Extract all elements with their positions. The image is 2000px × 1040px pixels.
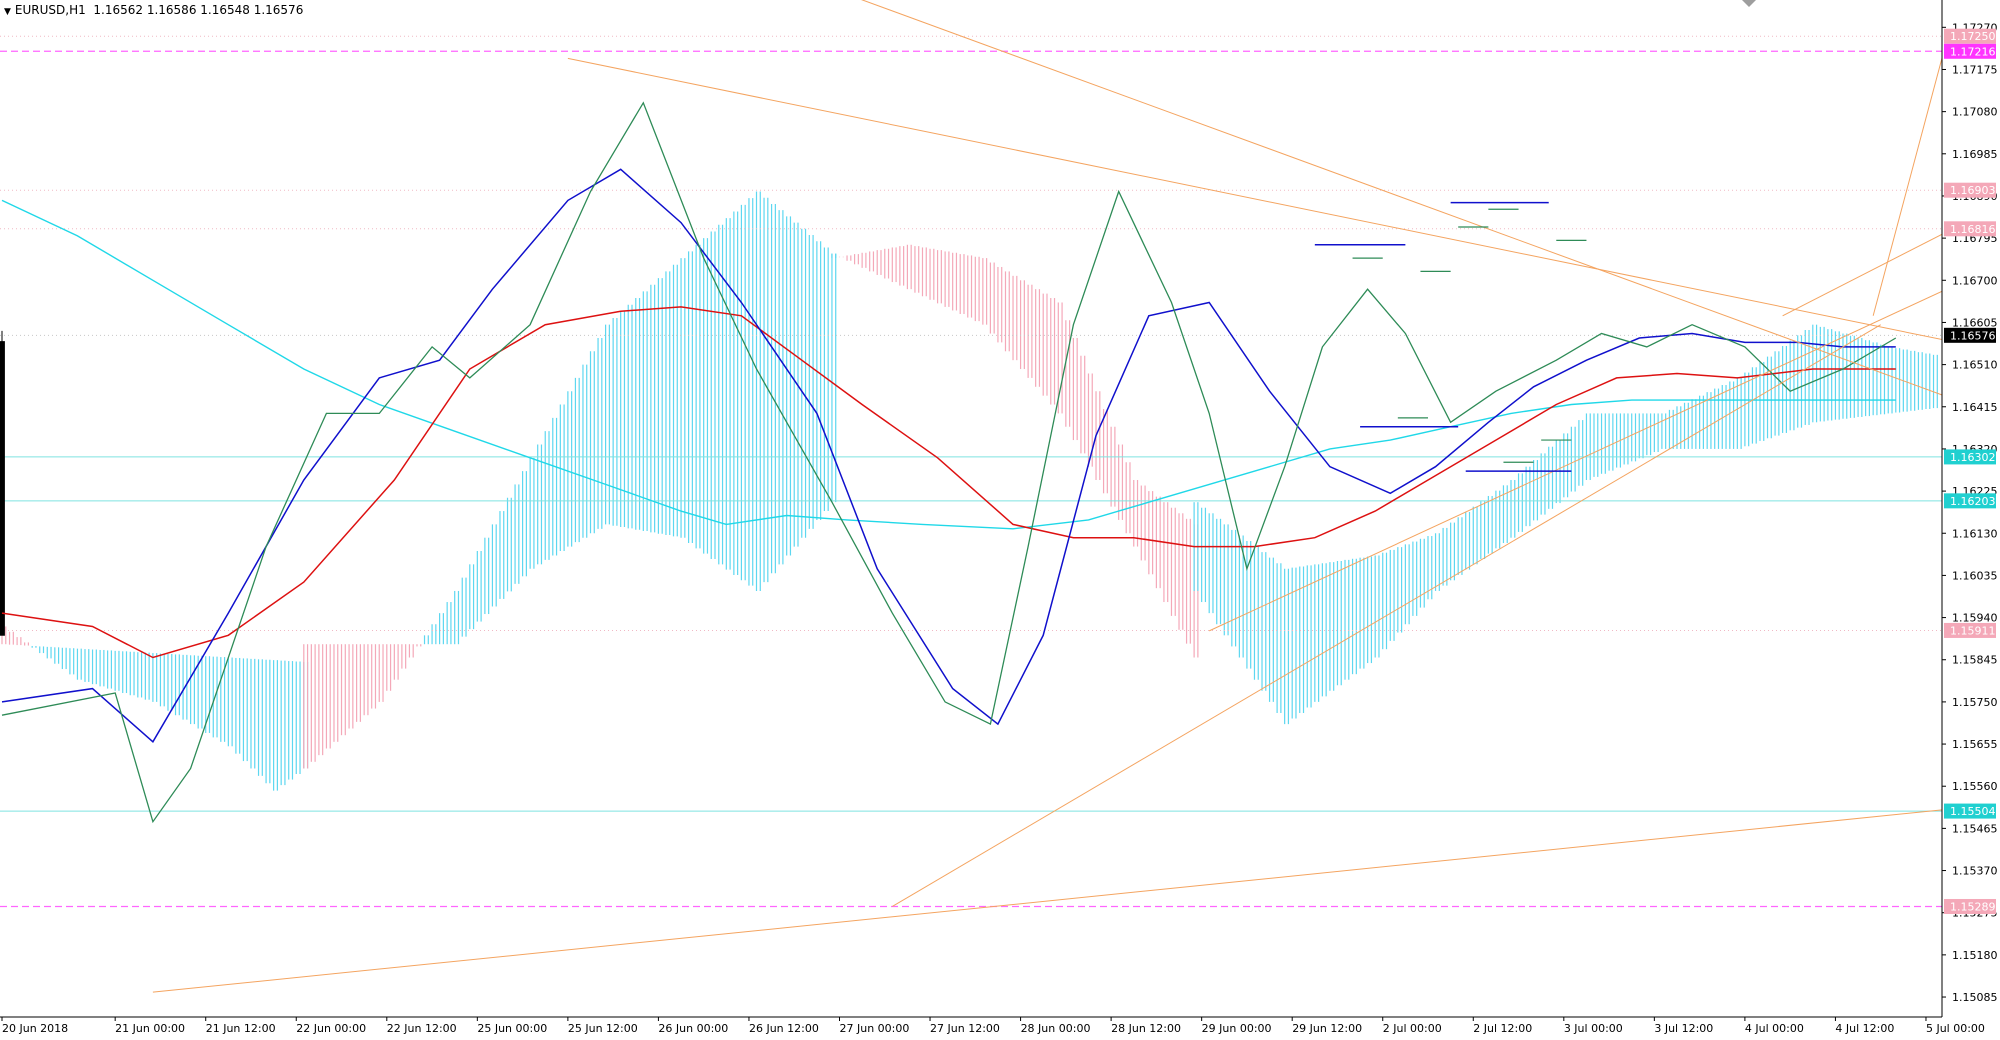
price-tag: 1.15289 — [1944, 898, 1996, 914]
time-tick-label: 3 Jul 12:00 — [1654, 1022, 1713, 1035]
price-tag: 1.15504 — [1944, 803, 1996, 819]
price-tick-label: 1.16415 — [1952, 401, 1998, 414]
price-tag-label: 1.16203 — [1950, 495, 1996, 508]
price-tag-background — [1944, 182, 1996, 198]
price-tag: 1.16203 — [1944, 493, 1996, 509]
time-axis: 20 Jun 2018 21 Jun 00:00 21 Jun 12:00 22 Ju… — [1, 1017, 1985, 1035]
price-tag-label: 1.16816 — [1950, 223, 1996, 236]
symbol-menu-icon[interactable]: ▼ — [4, 7, 11, 17]
price-tick-label: 1.15940 — [1952, 612, 1998, 625]
price-tag: 1.17250 — [1944, 28, 1996, 44]
time-tick-label: 27 Jun 12:00 — [930, 1022, 1000, 1035]
price-tag-label: 1.16903 — [1950, 184, 1996, 197]
price-tag-label: 1.15504 — [1950, 805, 1996, 818]
price-tag-background — [1944, 622, 1996, 638]
time-tick-label: 27 Jun 00:00 — [839, 1022, 909, 1035]
price-tick-label: 1.15085 — [1952, 991, 1998, 1004]
time-tick-label: 29 Jun 00:00 — [1202, 1022, 1272, 1035]
price-tags: 1.17250 1.17216 1.16903 1.16816 1.16576 1.163… — [1944, 28, 1996, 914]
symbol-label: EURUSD,H1 — [14, 3, 86, 17]
price-tag-label: 1.17250 — [1950, 30, 1996, 43]
time-tick-label: 4 Jul 12:00 — [1835, 1022, 1894, 1035]
candle-body-bear — [0, 341, 5, 636]
trendline — [1872, 56, 1942, 316]
price-tick-label: 1.17080 — [1952, 106, 1998, 119]
time-tick-label: 2 Jul 12:00 — [1473, 1022, 1532, 1035]
price-tag-label: 1.15289 — [1950, 900, 1996, 913]
ma-mid-line — [1, 168, 1896, 743]
price-tag-background — [1944, 493, 1996, 509]
price-tick-label: 1.15180 — [1952, 949, 1998, 962]
time-tick-label: 2 Jul 00:00 — [1383, 1022, 1442, 1035]
ma-fast-line — [1, 101, 1897, 824]
price-tag: 1.15911 — [1944, 622, 1996, 638]
price-tick-label: 1.16605 — [1952, 316, 1998, 329]
price-tag-background — [1944, 898, 1996, 914]
time-tick-label: 26 Jun 12:00 — [749, 1022, 819, 1035]
price-tick-label: 1.15750 — [1952, 696, 1998, 709]
time-tick-label: 25 Jun 00:00 — [477, 1022, 547, 1035]
ma-long-line — [1, 199, 1896, 530]
price-tag: 1.16302 — [1944, 449, 1996, 465]
price-tag: 1.16816 — [1944, 221, 1996, 237]
price-tag-background — [1944, 327, 1996, 343]
trendlines — [152, 0, 1942, 993]
ohlc-readout: 1.16562 1.16586 1.16548 1.16576 — [93, 3, 304, 17]
price-tag-background — [1944, 221, 1996, 237]
trendline — [152, 809, 1942, 993]
price-tag-background — [1944, 43, 1996, 59]
price-tick-label: 1.16130 — [1952, 527, 1998, 540]
price-tag-label: 1.16576 — [1950, 329, 1996, 342]
price-tag: 1.16576 — [1944, 327, 1996, 343]
price-tick-label: 1.15560 — [1952, 780, 1998, 793]
time-tick-label: 28 Jun 00:00 — [1021, 1022, 1091, 1035]
candle — [0, 330, 5, 636]
time-tick-label: 22 Jun 00:00 — [296, 1022, 366, 1035]
price-tag: 1.17216 — [1944, 43, 1996, 59]
time-tick-label: 26 Jun 00:00 — [658, 1022, 728, 1035]
price-tag-background — [1944, 449, 1996, 465]
time-tick-label: 3 Jul 00:00 — [1564, 1022, 1623, 1035]
price-tag-label: 1.15911 — [1950, 624, 1996, 637]
trendline — [1208, 290, 1942, 632]
price-tag-background — [1944, 28, 1996, 44]
time-tick-label: 20 Jun 2018 — [2, 1022, 68, 1035]
ma-slow-line — [1, 306, 1896, 659]
trendline — [892, 324, 1881, 907]
price-tag-label: 1.16302 — [1950, 451, 1996, 464]
time-tick-label: 28 Jun 12:00 — [1111, 1022, 1181, 1035]
price-tick-label: 1.16510 — [1952, 359, 1998, 372]
price-tick-label: 1.15465 — [1952, 822, 1998, 835]
price-tick-label: 1.17175 — [1952, 63, 1998, 76]
time-tick-label: 22 Jun 12:00 — [387, 1022, 457, 1035]
trendline — [567, 57, 1942, 341]
price-tick-label: 1.15655 — [1952, 738, 1998, 751]
horizontal-levels — [0, 35, 1942, 908]
trendline — [861, 0, 1942, 396]
time-tick-label: 5 Jul 00:00 — [1926, 1022, 1985, 1035]
price-tick-label: 1.16035 — [1952, 569, 1998, 582]
level-segments — [1314, 201, 1587, 472]
price-tag-background — [1944, 803, 1996, 819]
trendline — [1782, 233, 1942, 317]
kumo-cloud — [1, 191, 1938, 791]
price-tag: 1.16903 — [1944, 182, 1996, 198]
time-tick-label: 21 Jun 12:00 — [206, 1022, 276, 1035]
chart-header: ▼ EURUSD,H1 1.16562 1.16586 1.16548 1.165… — [4, 3, 303, 17]
time-tick-label: 4 Jul 00:00 — [1745, 1022, 1804, 1035]
price-tick-label: 1.16700 — [1952, 274, 1998, 287]
time-tick-label: 29 Jun 12:00 — [1292, 1022, 1362, 1035]
price-tick-label: 1.16985 — [1952, 148, 1998, 161]
time-tick-label: 21 Jun 00:00 — [115, 1022, 185, 1035]
candlesticks — [0, 330, 5, 636]
price-tick-label: 1.15845 — [1952, 654, 1998, 667]
time-tick-label: 25 Jun 12:00 — [568, 1022, 638, 1035]
chart-shift-marker-icon[interactable] — [1742, 0, 1756, 7]
price-tag-label: 1.17216 — [1950, 45, 1996, 58]
price-tick-label: 1.15370 — [1952, 865, 1998, 878]
